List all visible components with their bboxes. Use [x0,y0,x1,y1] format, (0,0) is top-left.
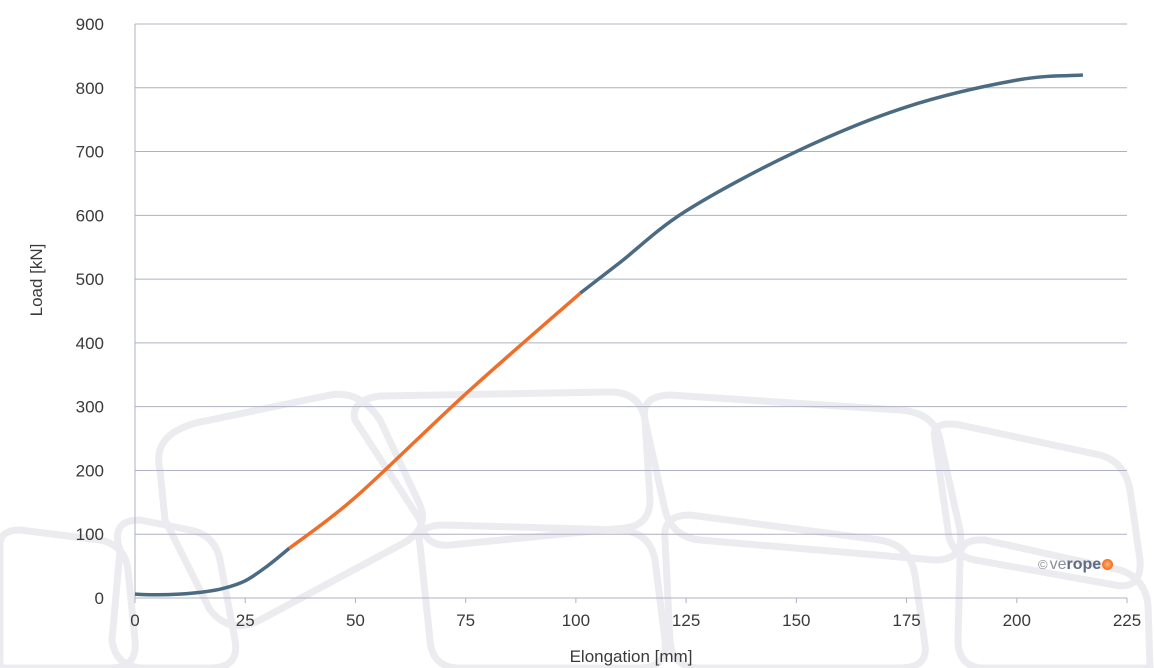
brand-name-bold: rope [1066,556,1102,573]
x-tick-label: 200 [1003,611,1031,630]
series-line-segment-3 [579,73,1084,295]
y-tick-label: 800 [76,79,104,98]
series-line-segment-2 [288,291,582,550]
x-tick-label: 0 [130,611,139,630]
y-tick-label: 400 [76,334,104,353]
horizontal-gridlines [134,23,1127,599]
y-tick-label: 600 [76,206,104,225]
x-tick-label: 50 [346,611,365,630]
y-tick-label: 200 [76,461,104,480]
y-axis-title: Load [kN] [27,244,46,317]
copyright-symbol: © [1038,557,1048,572]
x-tick-label: 25 [236,611,255,630]
verope-logo: © verope [1038,556,1114,574]
y-tick-label: 900 [76,15,104,34]
series-line-segment-1 [134,546,291,597]
series-lines [134,73,1084,597]
x-axis-ticks: 0 25 50 75 100 125 150 175 200 225 [130,598,1141,630]
y-tick-label: 700 [76,143,104,162]
y-axis-ticks: 0 100 200 300 400 500 600 700 800 900 [76,15,104,608]
x-tick-label: 175 [892,611,920,630]
y-tick-label: 300 [76,398,104,417]
y-tick-label: 0 [95,589,104,608]
y-tick-label: 500 [76,270,104,289]
x-tick-label: 100 [562,611,590,630]
x-tick-label: 150 [782,611,810,630]
brand-dot-icon [1102,559,1114,570]
x-tick-label: 225 [1113,611,1141,630]
x-tick-label: 125 [672,611,700,630]
rope-background-watermark [0,388,1154,668]
brand-name-light: ve [1049,556,1067,573]
y-tick-label: 100 [76,525,104,544]
x-axis-title: Elongation [mm] [570,647,693,666]
x-tick-label: 75 [456,611,475,630]
